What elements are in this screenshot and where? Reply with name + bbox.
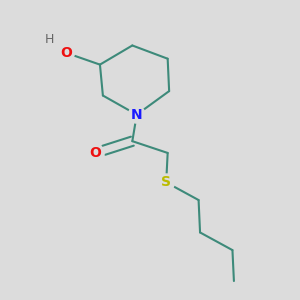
Text: O: O bbox=[90, 146, 101, 160]
Circle shape bbox=[58, 44, 74, 61]
Circle shape bbox=[128, 106, 145, 123]
Circle shape bbox=[158, 174, 175, 191]
Circle shape bbox=[87, 145, 104, 161]
Text: H: H bbox=[45, 33, 55, 46]
Text: S: S bbox=[161, 176, 171, 189]
Text: O: O bbox=[60, 46, 72, 60]
Text: N: N bbox=[131, 108, 142, 122]
